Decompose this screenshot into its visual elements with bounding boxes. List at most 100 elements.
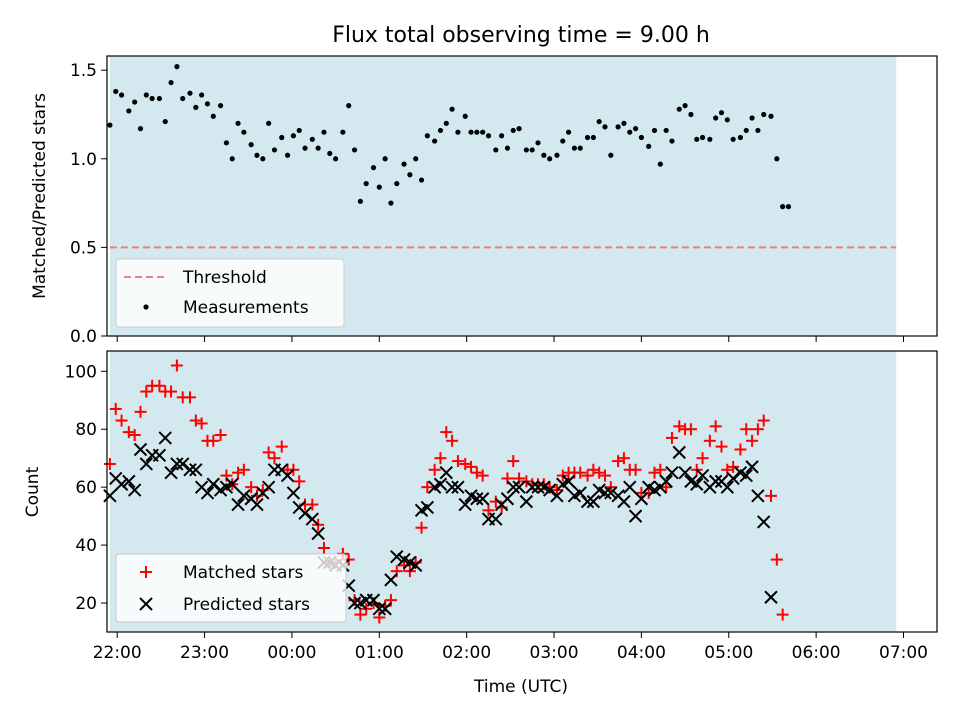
- predicted-star-point: [580, 494, 595, 509]
- measurement-point: [590, 134, 596, 141]
- measurement-point: [504, 145, 511, 151]
- measurement-point: [510, 127, 516, 134]
- matched-star-point: [184, 391, 196, 404]
- bottom-y-tick-label: 20: [75, 594, 97, 614]
- matched-star-point: [734, 443, 747, 456]
- predicted-star-point: [176, 457, 190, 471]
- predicted-star-point: [561, 474, 576, 489]
- top-x-ticks: [116, 336, 905, 342]
- measurement-point: [694, 136, 700, 142]
- measurement-point: [279, 134, 285, 141]
- predicted-star-point: [439, 465, 453, 480]
- predicted-star-point: [237, 489, 251, 503]
- predicted-star-point: [189, 463, 203, 477]
- measurement-point: [187, 90, 193, 96]
- bottom-legend: Matched stars Predicted stars: [115, 553, 347, 623]
- measurement-point: [468, 129, 474, 135]
- measurement-point: [149, 95, 155, 102]
- measurement-point: [357, 198, 363, 204]
- matched-star-point: [275, 440, 288, 453]
- measurement-point: [669, 138, 675, 144]
- predicted-star-point: [458, 497, 472, 512]
- measurement-point: [260, 156, 266, 162]
- predicted-star-point: [550, 489, 564, 503]
- x-axis-label: Time (UTC): [473, 677, 568, 697]
- predicted-star-point: [366, 593, 381, 607]
- measurement-point: [474, 129, 480, 135]
- legend-measurements-label: Measurements: [183, 298, 309, 318]
- predicted-star-point: [489, 512, 503, 526]
- top-marks: [107, 64, 792, 210]
- measurement-point: [724, 117, 730, 123]
- measurement-point: [204, 101, 211, 107]
- measurement-point: [780, 204, 786, 210]
- predicted-star-point: [311, 526, 325, 541]
- matched-star-point: [476, 469, 489, 482]
- predicted-star-point: [127, 483, 142, 497]
- measurement-point: [571, 145, 578, 151]
- predicted-star-point: [751, 489, 765, 503]
- measurement-point: [132, 99, 138, 105]
- predicted-star-point: [133, 442, 148, 457]
- predicted-star-point: [665, 465, 679, 480]
- measurement-point: [718, 110, 725, 116]
- measurement-point: [193, 104, 199, 110]
- predicted-star-point: [678, 465, 692, 480]
- matched-star-point: [746, 434, 759, 447]
- matched-star-point: [765, 489, 777, 502]
- measurement-point: [730, 136, 736, 142]
- measurement-point: [180, 95, 186, 102]
- measurement-point: [493, 147, 499, 153]
- predicted-star-point: [286, 486, 301, 500]
- matched-star-point: [421, 481, 434, 494]
- matched-star-point: [776, 608, 789, 621]
- bottom-x-axis: 22:00 23:00 00:00 01:00 02:00 03:00 04:00 05:00…: [93, 632, 928, 663]
- measurement-point: [632, 126, 639, 132]
- predicted-star-point: [231, 497, 245, 512]
- x-tick-label: 22:00: [93, 643, 142, 663]
- matched-star-point: [465, 460, 478, 473]
- measurement-point: [437, 127, 444, 134]
- predicted-star-point: [390, 549, 404, 564]
- matched-star-point: [684, 423, 697, 436]
- matched-star-point: [195, 417, 208, 430]
- predicted-star-point: [512, 480, 526, 494]
- matched-star-point: [654, 463, 667, 476]
- x-tick-label: 23:00: [180, 643, 229, 663]
- bottom-marks: [103, 359, 789, 624]
- measurement-point: [394, 180, 400, 187]
- predicted-star-point: [305, 512, 320, 526]
- x-tick-label: 04:00: [617, 643, 666, 663]
- bottom-legend-box: [115, 553, 347, 623]
- measurement-point: [627, 129, 633, 135]
- matched-star-point: [214, 429, 227, 442]
- legend-matched-swatch: [140, 566, 152, 578]
- measurement-point: [547, 156, 553, 162]
- matched-star-point: [696, 452, 709, 465]
- measurement-point: [327, 150, 333, 157]
- measurement-point: [449, 106, 455, 112]
- measurement-point: [296, 127, 302, 134]
- measurement-point: [774, 156, 780, 162]
- matched-star-point: [581, 469, 594, 482]
- matched-star-point: [237, 463, 250, 476]
- bottom-plot-frame: [106, 350, 938, 633]
- measurement-point: [577, 145, 583, 151]
- matched-star-point: [262, 446, 275, 459]
- legend-predicted-label: Predicted stars: [183, 595, 310, 615]
- x-tick-label: 02:00: [442, 643, 491, 663]
- bottom-panel: 20 40 60 80 100 22:00 23:00 00:00 01:00 02:00 03:…: [23, 350, 938, 697]
- bottom-y-tick-label: 60: [75, 478, 97, 498]
- measurement-point: [743, 127, 749, 134]
- legend-predicted-swatch: [139, 597, 153, 611]
- matched-star-point: [599, 469, 611, 482]
- matched-star-point: [660, 481, 673, 494]
- matched-star-point: [189, 414, 202, 427]
- measurement-point: [455, 129, 461, 135]
- matched-star-point: [665, 431, 678, 444]
- top-panel: 0.0 0.5 1.0 1.5 Matched/Predicted stars Thr…: [30, 55, 938, 347]
- measurement-point: [699, 134, 706, 141]
- bottom-y-tick-label: 100: [65, 362, 97, 382]
- predicted-star-point: [519, 494, 534, 509]
- measurement-point: [432, 138, 438, 144]
